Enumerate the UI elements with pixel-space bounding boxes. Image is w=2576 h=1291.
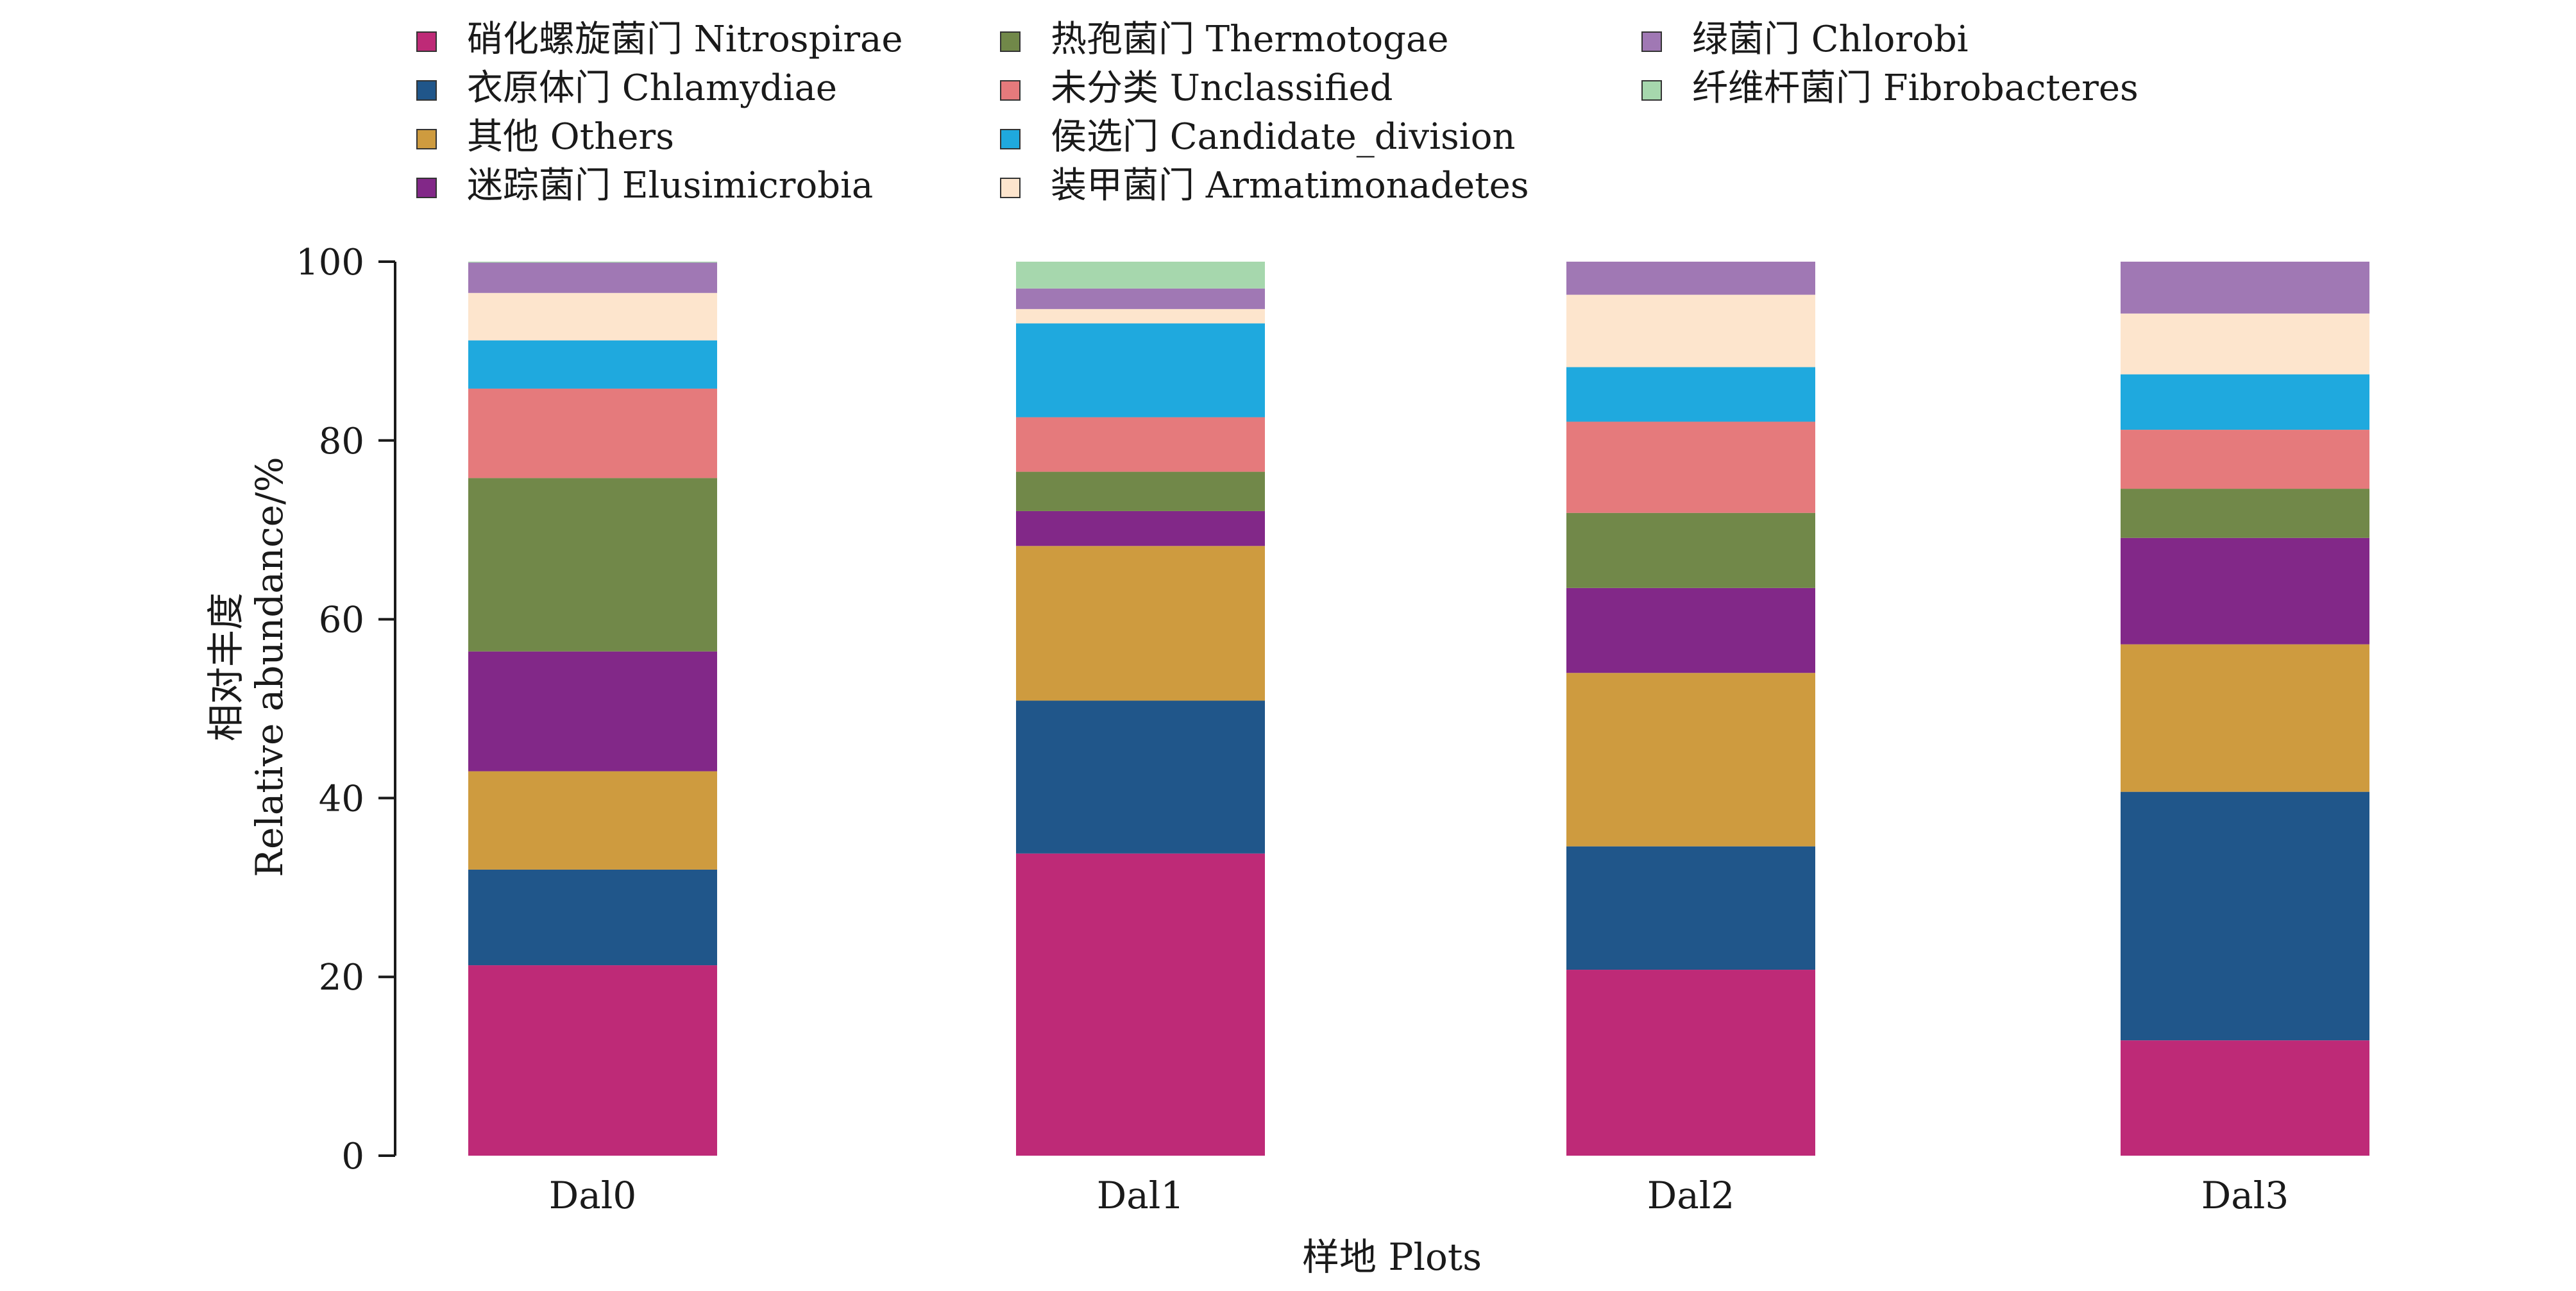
bar-segment — [1016, 700, 1265, 854]
y-tick-label: 100 — [296, 242, 364, 283]
bar-segment — [1566, 970, 1815, 1156]
x-tick-label: Dal0 — [549, 1174, 637, 1217]
bar-segment — [1016, 262, 1265, 289]
y-tick-label: 80 — [319, 421, 364, 462]
y-tick-label: 0 — [341, 1136, 364, 1177]
bars — [468, 262, 2369, 1156]
legend-label: 热孢菌门 Thermotogae — [1051, 19, 1449, 60]
bar-segment — [1016, 510, 1265, 546]
bar-segment — [1566, 294, 1815, 367]
bar-segment — [1016, 546, 1265, 701]
bar-segment — [468, 771, 717, 870]
bar-segment — [2121, 644, 2369, 792]
legend-label: 纤维杆菌门 Fibrobacteres — [1692, 67, 2139, 109]
legend-label: 侯选门 Candidate_division — [1051, 116, 1515, 158]
legend-swatch — [1000, 129, 1021, 149]
legend-label: 绿菌门 Chlorobi — [1692, 19, 1969, 60]
legend-swatch — [1000, 80, 1021, 101]
bar-segment — [1566, 673, 1815, 847]
legend-swatch — [416, 178, 437, 198]
x-axis: Dal0 Dal1 Dal2 Dal3 — [549, 1174, 2289, 1217]
legend-label: 衣原体门 Chlamydiae — [467, 67, 837, 109]
bar-segment — [2121, 262, 2369, 314]
bar-segment — [1016, 853, 1265, 1156]
bar-segment — [2121, 313, 2369, 375]
bar-segment — [1566, 846, 1815, 970]
legend-label: 装甲菌门 Armatimonadetes — [1051, 165, 1529, 207]
x-tick-label: Dal3 — [2201, 1174, 2289, 1217]
x-tick-label: Dal1 — [1097, 1174, 1185, 1217]
bar-segment — [1566, 421, 1815, 513]
x-axis-label: 样地 Plots — [1302, 1235, 1482, 1279]
bar-segment — [468, 478, 717, 652]
bar-segment — [1016, 471, 1265, 511]
y-axis-label-english: Relative abundance/% — [248, 457, 291, 877]
bar-segment — [468, 292, 717, 341]
bar-segment — [1566, 367, 1815, 422]
bar-segment — [1566, 512, 1815, 588]
y-axis: 0 20 40 60 80 100 — [296, 242, 396, 1177]
legend-swatch — [416, 129, 437, 149]
legend-label: 迷踪菌门 Elusimicrobia — [467, 165, 873, 207]
bar-segment — [1566, 587, 1815, 673]
bar-segment — [2121, 430, 2369, 489]
bar-segment — [1016, 288, 1265, 309]
legend-label: 其他 Others — [467, 116, 674, 158]
bar-segment — [468, 388, 717, 478]
legend-swatch — [1000, 178, 1021, 198]
bar-segment — [2121, 537, 2369, 645]
bar-segment — [1016, 323, 1265, 418]
legend-swatch — [416, 31, 437, 52]
bar-segment — [2121, 791, 2369, 1041]
legend-label: 未分类 Unclassified — [1051, 67, 1393, 109]
legend-swatch — [1641, 31, 1662, 52]
x-tick-label: Dal2 — [1647, 1174, 1735, 1217]
bar-segment — [468, 262, 717, 293]
bar-segment — [468, 965, 717, 1156]
bar-segment — [2121, 374, 2369, 430]
bar-segment — [1016, 417, 1265, 472]
legend-label: 硝化螺旋菌门 Nitrospirae — [467, 19, 903, 60]
bar-segment — [2121, 489, 2369, 538]
legend: 硝化螺旋菌门 Nitrospirae 衣原体门 Chlamydiae 其他 Othe… — [416, 19, 2139, 207]
legend-swatch — [1641, 80, 1662, 101]
bar-segment — [468, 340, 717, 389]
bar-segment — [1016, 308, 1265, 324]
y-tick-label: 40 — [319, 778, 364, 820]
y-tick-label: 20 — [319, 957, 364, 999]
bar-segment — [1566, 262, 1815, 295]
bar-segment — [2121, 1040, 2369, 1156]
bar-segment — [468, 869, 717, 966]
legend-swatch — [1000, 31, 1021, 52]
bar-segment — [468, 651, 717, 772]
y-tick-label: 60 — [319, 600, 364, 641]
y-axis-label-chinese: 相对丰度 — [204, 593, 248, 741]
legend-swatch — [416, 80, 437, 101]
